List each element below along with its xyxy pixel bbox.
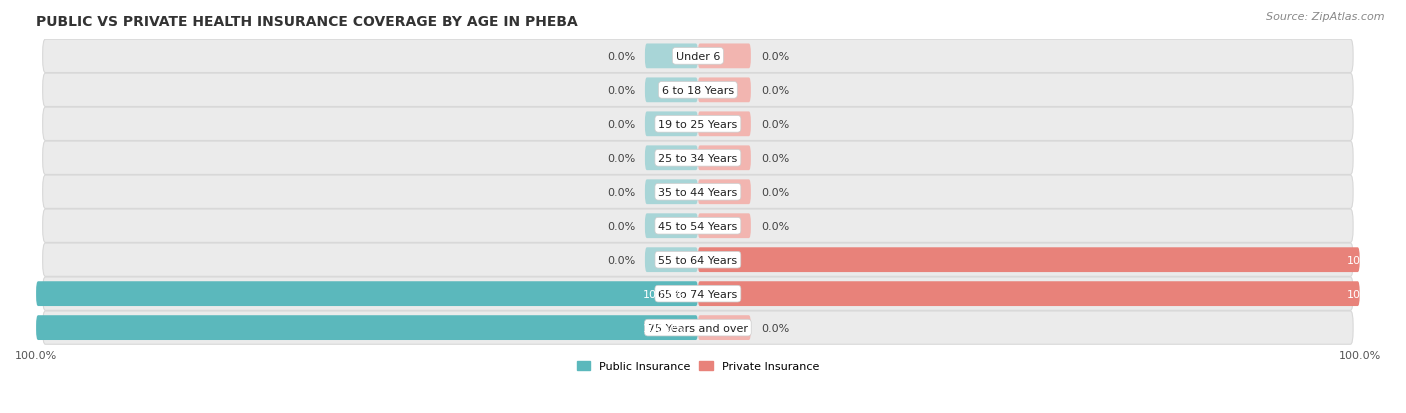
FancyBboxPatch shape — [645, 112, 697, 137]
FancyBboxPatch shape — [645, 248, 697, 273]
Text: 0.0%: 0.0% — [761, 153, 789, 164]
FancyBboxPatch shape — [37, 282, 697, 306]
FancyBboxPatch shape — [697, 214, 751, 239]
FancyBboxPatch shape — [697, 78, 751, 103]
FancyBboxPatch shape — [37, 316, 697, 340]
Text: 65 to 74 Years: 65 to 74 Years — [658, 289, 738, 299]
Text: 0.0%: 0.0% — [607, 153, 636, 164]
FancyBboxPatch shape — [697, 180, 751, 205]
Text: Under 6: Under 6 — [676, 52, 720, 62]
FancyBboxPatch shape — [697, 282, 1360, 306]
FancyBboxPatch shape — [697, 146, 751, 171]
Text: 0.0%: 0.0% — [761, 221, 789, 231]
Text: PUBLIC VS PRIVATE HEALTH INSURANCE COVERAGE BY AGE IN PHEBA: PUBLIC VS PRIVATE HEALTH INSURANCE COVER… — [37, 15, 578, 29]
Text: 0.0%: 0.0% — [607, 255, 636, 265]
Text: 0.0%: 0.0% — [607, 187, 636, 197]
FancyBboxPatch shape — [645, 146, 697, 171]
FancyBboxPatch shape — [42, 142, 1353, 175]
FancyBboxPatch shape — [645, 78, 697, 103]
FancyBboxPatch shape — [42, 40, 1353, 74]
FancyBboxPatch shape — [645, 44, 697, 69]
Text: 100.0%: 100.0% — [643, 323, 685, 333]
FancyBboxPatch shape — [42, 278, 1353, 311]
Text: 100.0%: 100.0% — [643, 289, 685, 299]
Legend: Public Insurance, Private Insurance: Public Insurance, Private Insurance — [572, 356, 824, 376]
Text: 0.0%: 0.0% — [761, 52, 789, 62]
FancyBboxPatch shape — [42, 209, 1353, 243]
FancyBboxPatch shape — [645, 180, 697, 205]
Text: 6 to 18 Years: 6 to 18 Years — [662, 85, 734, 96]
FancyBboxPatch shape — [42, 74, 1353, 107]
Text: 0.0%: 0.0% — [761, 323, 789, 333]
Text: 35 to 44 Years: 35 to 44 Years — [658, 187, 738, 197]
Text: 0.0%: 0.0% — [607, 85, 636, 96]
Text: Source: ZipAtlas.com: Source: ZipAtlas.com — [1267, 12, 1385, 22]
Text: 0.0%: 0.0% — [607, 119, 636, 130]
FancyBboxPatch shape — [645, 214, 697, 239]
FancyBboxPatch shape — [42, 108, 1353, 141]
Text: 45 to 54 Years: 45 to 54 Years — [658, 221, 738, 231]
FancyBboxPatch shape — [697, 248, 1360, 273]
FancyBboxPatch shape — [42, 311, 1353, 344]
Text: 0.0%: 0.0% — [761, 119, 789, 130]
Text: 0.0%: 0.0% — [761, 187, 789, 197]
FancyBboxPatch shape — [42, 176, 1353, 209]
FancyBboxPatch shape — [42, 243, 1353, 277]
Text: 25 to 34 Years: 25 to 34 Years — [658, 153, 738, 164]
FancyBboxPatch shape — [697, 112, 751, 137]
Text: 100.0%: 100.0% — [1347, 289, 1389, 299]
Text: 75 Years and over: 75 Years and over — [648, 323, 748, 333]
Text: 100.0%: 100.0% — [1347, 255, 1389, 265]
Text: 0.0%: 0.0% — [607, 52, 636, 62]
FancyBboxPatch shape — [697, 316, 751, 340]
Text: 0.0%: 0.0% — [607, 221, 636, 231]
Text: 19 to 25 Years: 19 to 25 Years — [658, 119, 738, 130]
Text: 0.0%: 0.0% — [761, 85, 789, 96]
Text: 55 to 64 Years: 55 to 64 Years — [658, 255, 738, 265]
FancyBboxPatch shape — [697, 44, 751, 69]
